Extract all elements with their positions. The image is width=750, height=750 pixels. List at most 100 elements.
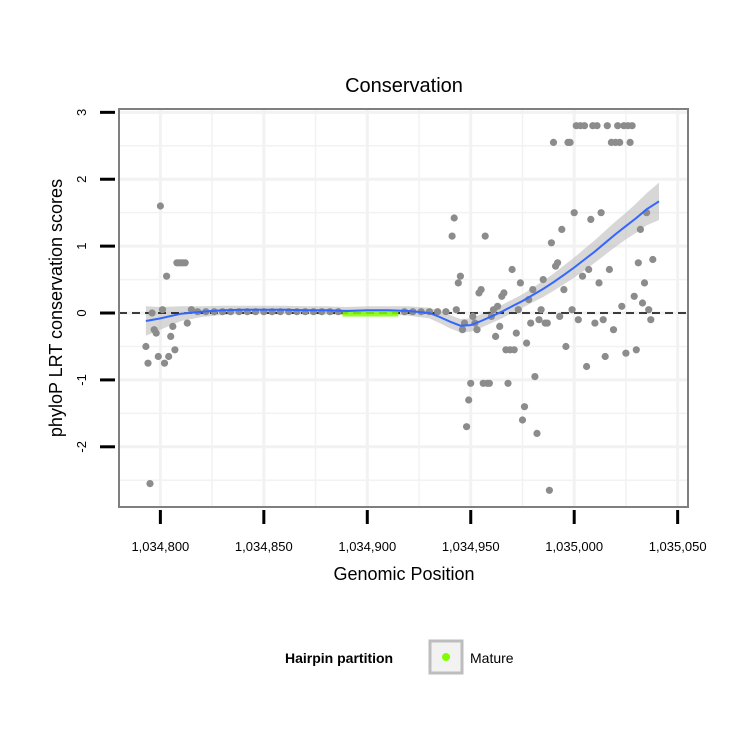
data-point bbox=[165, 352, 173, 361]
x-tick-label: 1,035,050 bbox=[649, 539, 707, 554]
data-point bbox=[568, 306, 576, 314]
data-point bbox=[601, 352, 609, 361]
data-point bbox=[649, 255, 657, 264]
data-point bbox=[181, 259, 189, 267]
data-point bbox=[318, 308, 326, 316]
data-point bbox=[595, 279, 603, 287]
plot-panel-border bbox=[118, 108, 689, 508]
data-point bbox=[504, 379, 512, 387]
data-point bbox=[163, 272, 171, 280]
data-point bbox=[187, 306, 195, 314]
data-point bbox=[591, 319, 599, 327]
data-point bbox=[640, 279, 649, 287]
legend-title: Hairpin partition bbox=[285, 650, 393, 666]
data-point bbox=[477, 286, 485, 294]
y-tick-label: 3 bbox=[74, 109, 89, 116]
data-point bbox=[593, 122, 601, 130]
data-point bbox=[574, 316, 582, 324]
smooth-trend-line bbox=[145, 200, 660, 327]
data-point bbox=[520, 403, 529, 411]
data-point bbox=[599, 316, 607, 324]
data-point bbox=[144, 359, 152, 367]
data-point bbox=[533, 429, 541, 437]
data-point bbox=[628, 122, 636, 130]
data-point bbox=[622, 349, 630, 357]
data-point bbox=[512, 329, 520, 337]
data-point bbox=[558, 225, 566, 233]
legend-label-mature: Mature bbox=[470, 650, 514, 666]
data-point bbox=[585, 265, 593, 274]
data-point bbox=[580, 122, 589, 130]
data-point bbox=[570, 209, 578, 217]
data-point bbox=[456, 272, 464, 280]
data-point bbox=[645, 306, 653, 314]
data-point bbox=[605, 265, 614, 274]
data-point bbox=[634, 259, 642, 267]
x-axis: 1,034,800 1,034,850 1,034,900 1,034,950 1,03… bbox=[131, 510, 707, 554]
data-point bbox=[494, 302, 502, 310]
data-point bbox=[442, 308, 450, 316]
data-point bbox=[626, 138, 634, 146]
data-point bbox=[169, 322, 177, 330]
data-point bbox=[549, 138, 558, 146]
data-point bbox=[167, 332, 175, 340]
data-point bbox=[492, 332, 500, 340]
y-tick-label: 0 bbox=[74, 309, 89, 316]
data-point bbox=[463, 423, 471, 431]
legend: Hairpin partition Mature bbox=[285, 639, 514, 675]
data-point bbox=[630, 292, 638, 300]
data-point bbox=[560, 286, 568, 294]
data-point bbox=[309, 308, 318, 316]
data-point bbox=[171, 346, 179, 354]
data-point bbox=[514, 306, 522, 314]
data-point bbox=[527, 319, 535, 327]
data-point bbox=[508, 265, 516, 274]
data-point bbox=[142, 342, 150, 351]
data-point bbox=[448, 232, 456, 240]
data-point bbox=[152, 329, 160, 337]
data-point bbox=[218, 308, 227, 316]
data-point bbox=[636, 225, 645, 233]
data-point bbox=[516, 279, 525, 287]
legend-key-mature-dot bbox=[442, 653, 450, 661]
data-point bbox=[535, 316, 543, 324]
data-point bbox=[183, 319, 191, 327]
data-point bbox=[587, 215, 595, 223]
data-point bbox=[465, 396, 473, 404]
data-point bbox=[578, 272, 587, 280]
data-point bbox=[597, 209, 605, 217]
data-point bbox=[326, 308, 334, 316]
data-point bbox=[562, 342, 570, 351]
data-point bbox=[603, 122, 611, 130]
data-point bbox=[496, 322, 504, 330]
data-point bbox=[481, 232, 489, 240]
x-tick-label: 1,034,950 bbox=[442, 539, 500, 554]
data-point bbox=[467, 379, 475, 387]
x-tick-label: 1,034,900 bbox=[338, 539, 396, 554]
data-point bbox=[473, 326, 481, 334]
data-point bbox=[523, 339, 531, 347]
data-point bbox=[531, 373, 539, 381]
data-point bbox=[156, 202, 164, 210]
data-point bbox=[450, 214, 458, 222]
y-tick-label: 1 bbox=[74, 243, 89, 250]
x-tick-label: 1,034,800 bbox=[131, 539, 189, 554]
data-point bbox=[458, 326, 467, 334]
y-tick-label: 2 bbox=[74, 176, 89, 183]
data-point bbox=[529, 286, 537, 294]
data-point bbox=[647, 316, 655, 324]
data-point bbox=[148, 309, 156, 317]
data-point bbox=[566, 138, 574, 146]
data-point bbox=[638, 299, 647, 307]
data-point bbox=[158, 306, 167, 314]
data-point bbox=[469, 312, 477, 320]
data-point bbox=[539, 276, 547, 284]
y-axis: -2 -1 0 1 2 3 bbox=[74, 109, 115, 453]
data-point bbox=[146, 480, 154, 488]
data-point bbox=[160, 359, 169, 367]
data-point bbox=[154, 352, 162, 361]
data-point bbox=[618, 302, 626, 310]
data-point bbox=[614, 122, 622, 130]
data-point bbox=[609, 326, 618, 334]
